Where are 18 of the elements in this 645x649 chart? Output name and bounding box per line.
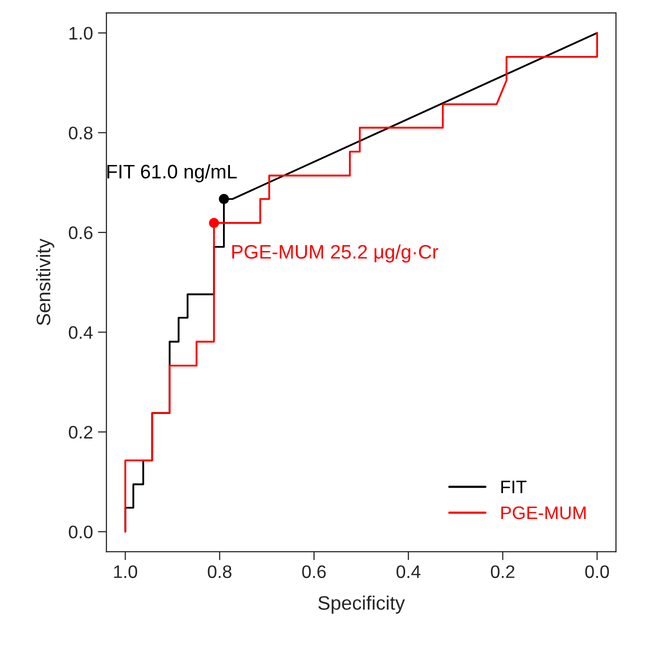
x-tick-label: 0.6 <box>302 565 326 578</box>
annotation: PGE-MUM 25.2 μg/g·Cr <box>232 244 438 263</box>
y-tick-label: 0.6 <box>68 226 92 240</box>
y-tick-label: 0.0 <box>68 526 93 538</box>
y-tick-label: 0.8 <box>68 126 92 140</box>
x-tick-label: 0.8 <box>208 565 232 578</box>
y-tick-label: 0.4 <box>68 326 93 339</box>
x-axis-title: Specificity <box>318 596 405 614</box>
x-tick-label: 0.4 <box>396 565 420 578</box>
y-tick-label: 1.0 <box>70 26 93 40</box>
y-tick-label: 0.2 <box>68 426 92 439</box>
legend-label: PGE-MUM <box>501 506 586 520</box>
x-tick-label: 0.2 <box>490 565 514 578</box>
y-axis-title: Sensitivity <box>36 238 54 326</box>
x-tick-label: 1.0 <box>114 565 138 578</box>
annotation: FIT 61.0 ng/mL <box>107 164 237 182</box>
legend-label: FIT <box>501 480 526 494</box>
x-tick-label: 0.0 <box>585 565 609 578</box>
